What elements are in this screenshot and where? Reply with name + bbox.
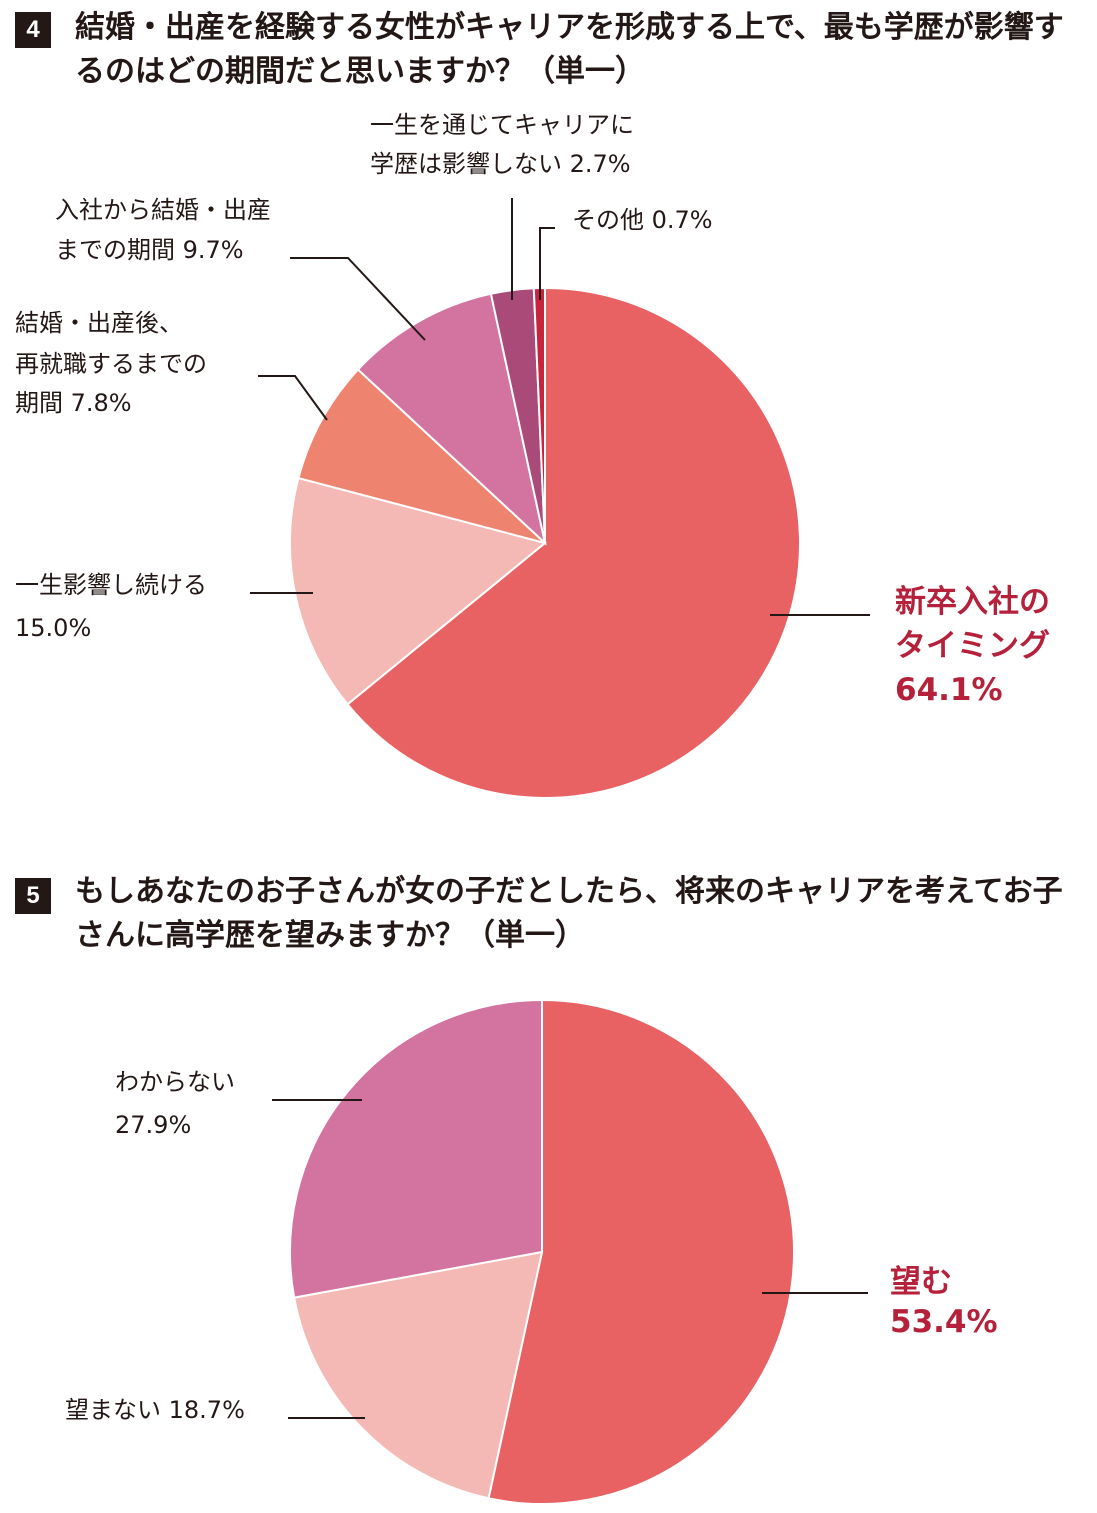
category-label: 再就職するまでの xyxy=(15,350,207,378)
category-label: までの期間 xyxy=(55,236,175,264)
value-label: 18.7% xyxy=(169,1396,245,1424)
pie-slice xyxy=(297,368,546,544)
category-label: 一生影響し続ける xyxy=(15,571,207,599)
leader-line xyxy=(258,375,328,421)
chart-title: 結婚・出産を経験する女性がキャリアを形成する上で、最も学歴が影響するのはどの期間… xyxy=(75,10,1064,89)
question-badge: 5 xyxy=(15,878,51,914)
question-badge: 4 xyxy=(15,12,51,48)
category-label: 入社から結婚・出産 xyxy=(55,196,271,224)
slice-label: までの期間 9.7% xyxy=(55,236,244,264)
category-label: 一生を通じてキャリアに xyxy=(370,111,634,139)
value-label: 53.4% xyxy=(890,1304,998,1340)
pie-slice xyxy=(293,1250,544,1500)
slice-label: 入社から結婚・出産 xyxy=(55,196,271,224)
chart-title: もしあなたのお子さんが女の子だとしたら、将来のキャリアを考えてお子さんに高学歴を… xyxy=(75,874,1063,953)
value-label: 0.7% xyxy=(652,206,713,234)
slice-label: 一生を通じてキャリアに xyxy=(370,111,634,139)
category-label: 望まない xyxy=(65,1396,161,1424)
category-label: 望む xyxy=(890,1264,952,1300)
pie-slice xyxy=(289,998,543,1299)
leader-line xyxy=(290,257,426,341)
value-label: 7.8% xyxy=(71,389,132,417)
slice-label: 望む xyxy=(890,1264,952,1300)
slice-label: 再就職するまでの xyxy=(15,350,207,378)
value-label: 15.0% xyxy=(15,614,91,642)
category-label: 結婚・出産後、 xyxy=(15,309,183,337)
value-label: 64.1% xyxy=(895,672,1003,708)
category-label: その他 xyxy=(572,206,644,234)
pie-slice xyxy=(289,476,548,706)
slice-label: わからない xyxy=(115,1068,235,1096)
value-label: 27.9% xyxy=(115,1111,191,1139)
category-label: 新卒入社の xyxy=(895,584,1050,620)
slice-label: その他 0.7% xyxy=(572,206,713,234)
slice-label: 結婚・出産後、 xyxy=(15,309,183,337)
value-label: 2.7% xyxy=(570,150,631,178)
slice-label: 学歴は影響しない 2.7% xyxy=(370,150,631,178)
value-label: 9.7% xyxy=(183,236,244,264)
pie-slice xyxy=(356,292,547,546)
category-label: 学歴は影響しない xyxy=(370,150,562,178)
category-label: 期間 xyxy=(15,389,63,417)
slice-label: 望まない 18.7% xyxy=(65,1396,245,1424)
category-label: タイミング xyxy=(895,628,1050,664)
slice-label: 新卒入社の xyxy=(895,584,1050,620)
slice-label: タイミング xyxy=(895,628,1050,664)
pie-slice xyxy=(487,998,796,1505)
category-label: わからない xyxy=(115,1068,235,1096)
pie-slice xyxy=(346,286,801,799)
slice-label: 期間 7.8% xyxy=(15,389,132,417)
slice-label: 一生影響し続ける xyxy=(15,571,207,599)
leader-line xyxy=(539,227,555,300)
